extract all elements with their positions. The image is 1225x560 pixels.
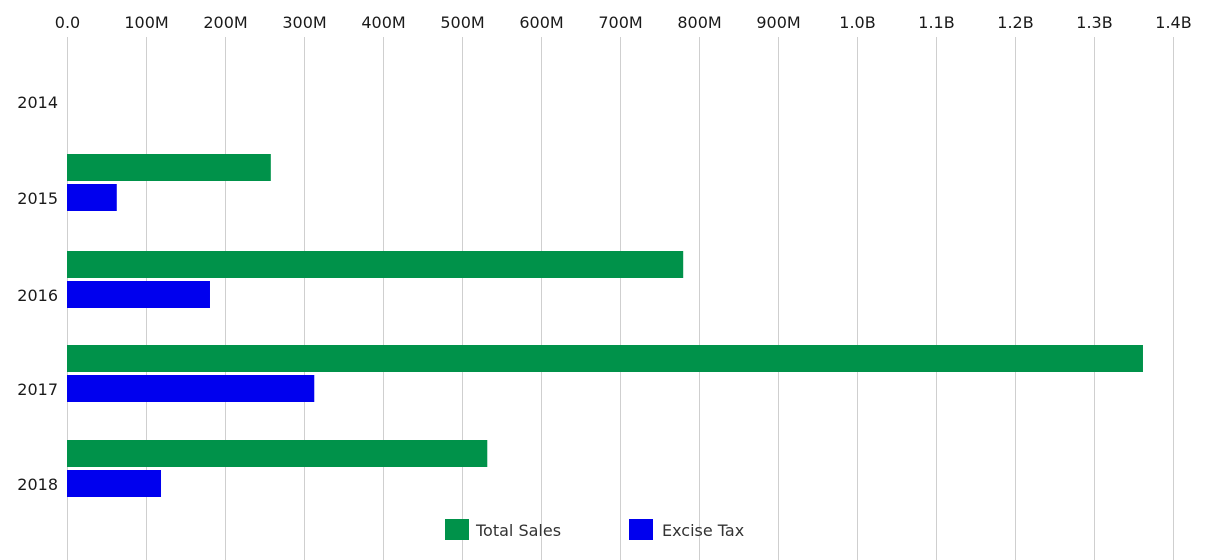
y-category-label: 2015 xyxy=(17,189,58,208)
x-tick-label: 600M xyxy=(519,13,563,32)
bar-total-sales xyxy=(67,154,271,181)
y-category-label: 2014 xyxy=(17,93,58,112)
x-tick-label: 1.1B xyxy=(918,13,954,32)
legend-swatch xyxy=(629,519,653,540)
legend-label: Total Sales xyxy=(475,521,561,540)
x-tick-label: 700M xyxy=(598,13,642,32)
bar-excise-tax xyxy=(67,184,117,211)
x-tick-label: 500M xyxy=(440,13,484,32)
x-tick-label: 1.0B xyxy=(839,13,875,32)
legend: Total Sales Excise Tax xyxy=(445,519,744,540)
bar-excise-tax xyxy=(67,375,315,402)
bar-total-sales xyxy=(67,440,488,467)
x-tick-label: 0.0 xyxy=(55,13,80,32)
x-tick-label: 1.3B xyxy=(1076,13,1112,32)
y-category-label: 2017 xyxy=(17,380,58,399)
bars xyxy=(67,154,1143,497)
x-tick-label: 400M xyxy=(361,13,405,32)
x-axis-tick-labels: 0.0 100M 200M 300M 400M 500M 600M 700M 800M 900M 1… xyxy=(55,13,1192,32)
y-category-label: 2016 xyxy=(17,286,58,305)
x-tick-label: 1.2B xyxy=(997,13,1033,32)
bar-excise-tax xyxy=(67,281,210,308)
x-tick-label: 1.4B xyxy=(1155,13,1191,32)
x-tick-label: 900M xyxy=(756,13,800,32)
x-tick-label: 800M xyxy=(677,13,721,32)
legend-swatch xyxy=(445,519,469,540)
legend-label: Excise Tax xyxy=(662,521,744,540)
x-tick-label: 200M xyxy=(203,13,247,32)
x-tick-label: 300M xyxy=(282,13,326,32)
x-tick-label: 100M xyxy=(124,13,168,32)
bar-excise-tax xyxy=(67,470,162,497)
y-category-label: 2018 xyxy=(17,475,58,494)
bar-total-sales xyxy=(67,345,1143,372)
bar-total-sales xyxy=(67,251,684,278)
gridlines xyxy=(67,37,1174,560)
y-axis-category-labels: 2014 2015 2016 2017 2018 xyxy=(17,93,58,494)
